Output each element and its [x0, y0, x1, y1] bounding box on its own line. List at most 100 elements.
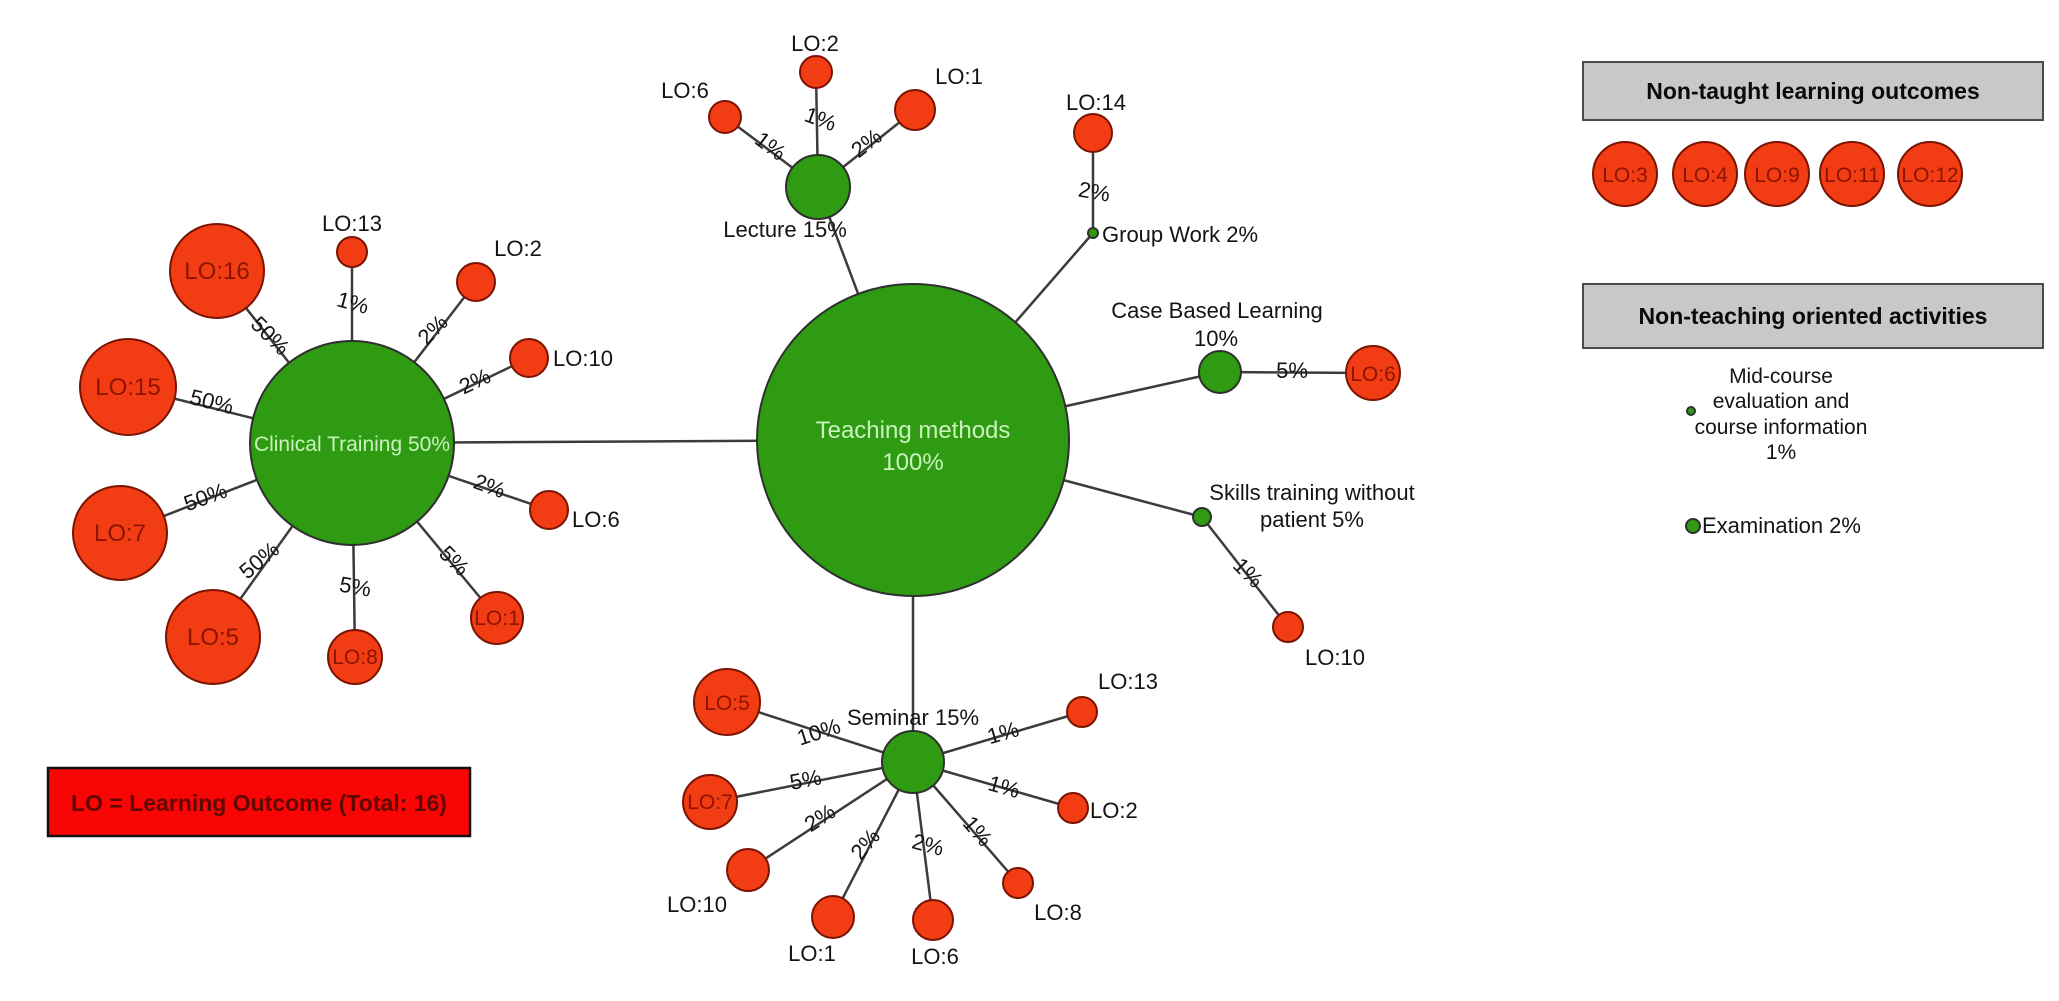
seminar-lo6-node	[912, 899, 954, 941]
casebased-lo6-label: LO:6	[1350, 363, 1396, 386]
casebased-lo6-pct: 5%	[1276, 358, 1308, 383]
note-box: LO = Learning Outcome (Total: 16)	[46, 766, 472, 838]
non-teaching-title-box	[1582, 283, 2044, 349]
seminar-lo7-pct: 5%	[788, 764, 824, 795]
clinical-lo10-pct: 2%	[455, 363, 494, 399]
non-taught-lo9-label: LO:9	[1754, 164, 1800, 187]
clinical-training-label: Clinical Training 50%	[254, 433, 450, 456]
seminar-lo5-pct: 10%	[794, 713, 844, 750]
lecture-lo2-node	[799, 55, 833, 89]
seminar-lo2-label: LO:2	[1090, 798, 1138, 823]
case-based-label: Case Based Learning	[1111, 298, 1323, 323]
examination-label: Examination 2%	[1702, 513, 1861, 538]
examination-dot	[1685, 518, 1701, 534]
seminar-lo13-node	[1066, 696, 1098, 728]
lecture-lo6-pct: 1%	[750, 126, 790, 165]
outcome-nodes	[72, 55, 1401, 941]
seminar-lo2-node	[1057, 792, 1089, 824]
lecture-cluster-labels: LO:6 LO:2 LO:1 1% 1% 2%	[661, 31, 983, 166]
teaching-methods-label: Teaching methods	[816, 417, 1011, 444]
seminar-lo1-node	[811, 895, 855, 939]
lecture-lo1-label: LO:1	[935, 64, 983, 89]
lecture-lo6-node	[708, 100, 742, 134]
non-taught-title-box	[1582, 61, 2044, 121]
seminar-lo10-label: LO:10	[667, 892, 727, 917]
lecture-lo2-label: LO:2	[791, 31, 839, 56]
clinical-lo7-label: LO:7	[94, 520, 146, 547]
group-work-node	[1087, 227, 1099, 239]
seminar-lo5-label: LO:5	[704, 692, 750, 715]
method-nodes	[249, 154, 1242, 794]
lecture-lo6-label: LO:6	[661, 78, 709, 103]
mid-course-line2: evaluation and	[1713, 390, 1850, 413]
mid-course-line4: 1%	[1766, 441, 1796, 464]
skills-label-line2: patient 5%	[1260, 507, 1364, 532]
clinical-lo7-pct: 50%	[180, 478, 230, 517]
non-taught-lo3-node	[1592, 141, 1658, 207]
groupwork-lo14-label: LO:14	[1066, 90, 1126, 115]
seminar-node	[881, 730, 945, 794]
seminar-lo10-node	[726, 848, 770, 892]
clinical-lo10-node	[509, 338, 549, 378]
non-taught-lo12-label: LO:12	[1901, 164, 1958, 187]
note-box-label: LO = Learning Outcome (Total: 16)	[71, 790, 447, 816]
seminar-lo6-pct: 2%	[909, 829, 946, 861]
non-taught-title: Non-taught learning outcomes	[1646, 78, 1980, 104]
clinical-lo16-label: LO:16	[184, 258, 249, 285]
clinical-lo1-node	[470, 591, 524, 645]
clinical-lo2-node	[456, 262, 496, 302]
clinical-lo8-node	[327, 629, 383, 685]
clinical-lo13-node	[336, 236, 368, 268]
clinical-lo2-label: LO:2	[494, 236, 542, 261]
clinical-training-node	[249, 340, 455, 546]
clinical-lo1-pct: 5%	[434, 541, 474, 581]
seminar-lo13-label: LO:13	[1098, 669, 1158, 694]
edge-seminar-lo10	[747, 760, 914, 872]
lecture-lo1-pct: 2%	[846, 123, 886, 162]
clinical-cluster-labels: LO:16 LO:15 LO:7 LO:5 LO:8 LO:1 LO:13 LO…	[94, 211, 620, 669]
clinical-lo10-label: LO:10	[553, 346, 613, 371]
seminar-lo5-node	[693, 668, 761, 736]
seminar-label: Seminar 15%	[847, 705, 979, 730]
clinical-lo13-pct: 1%	[334, 287, 371, 319]
edge-seminar-lo7	[709, 760, 914, 804]
skills-training-node	[1192, 507, 1212, 527]
skills-lo10-node	[1272, 611, 1304, 643]
non-taught-lo9-node	[1744, 141, 1810, 207]
non-taught-lo11-node	[1819, 141, 1885, 207]
non-teaching-legend: Non-teaching oriented activities Mid-cou…	[1582, 283, 2044, 538]
seminar-lo13-pct: 1%	[984, 716, 1021, 749]
non-taught-lo11-label: LO:11	[1824, 164, 1880, 187]
groupwork-lo14-pct: 2%	[1076, 177, 1112, 207]
seminar-lo1-label: LO:1	[788, 941, 836, 966]
casebased-lo6-node	[1345, 345, 1401, 401]
clinical-lo6-label: LO:6	[572, 507, 620, 532]
edge-skills-lo10	[1201, 516, 1289, 628]
clinical-lo15-label: LO:15	[95, 374, 160, 401]
clinical-lo5-node	[165, 589, 261, 685]
case-based-percent: 10%	[1194, 326, 1238, 351]
non-taught-lo4-node	[1672, 141, 1738, 207]
seminar-lo8-pct: 1%	[958, 811, 998, 851]
non-taught-lo4-label: LO:4	[1682, 164, 1728, 187]
clinical-lo5-label: LO:5	[187, 624, 239, 651]
groupwork-lo14-node	[1073, 113, 1113, 153]
clinical-lo2-pct: 2%	[413, 310, 453, 350]
clinical-lo6-node	[529, 490, 569, 530]
non-taught-lo12-node	[1897, 141, 1963, 207]
clinical-lo15-pct: 50%	[187, 384, 236, 419]
clinical-lo5-pct: 50%	[234, 537, 284, 584]
skills-lo10-label: LO:10	[1305, 645, 1365, 670]
seminar-lo2-pct: 1%	[985, 770, 1022, 803]
teaching-methods-node	[756, 283, 1070, 597]
lecture-lo1-node	[894, 89, 936, 131]
note-box-rect	[46, 766, 472, 838]
clinical-lo1-label: LO:1	[474, 607, 520, 630]
mid-course-line1: Mid-course	[1729, 365, 1833, 388]
mid-course-line3: course information	[1695, 416, 1868, 439]
node-labels: Teaching methods 100% Clinical Training …	[254, 217, 1415, 730]
seminar-lo8-node	[1002, 867, 1034, 899]
clinical-lo13-label: LO:13	[322, 211, 382, 236]
seminar-lo7-label: LO:7	[687, 791, 733, 814]
